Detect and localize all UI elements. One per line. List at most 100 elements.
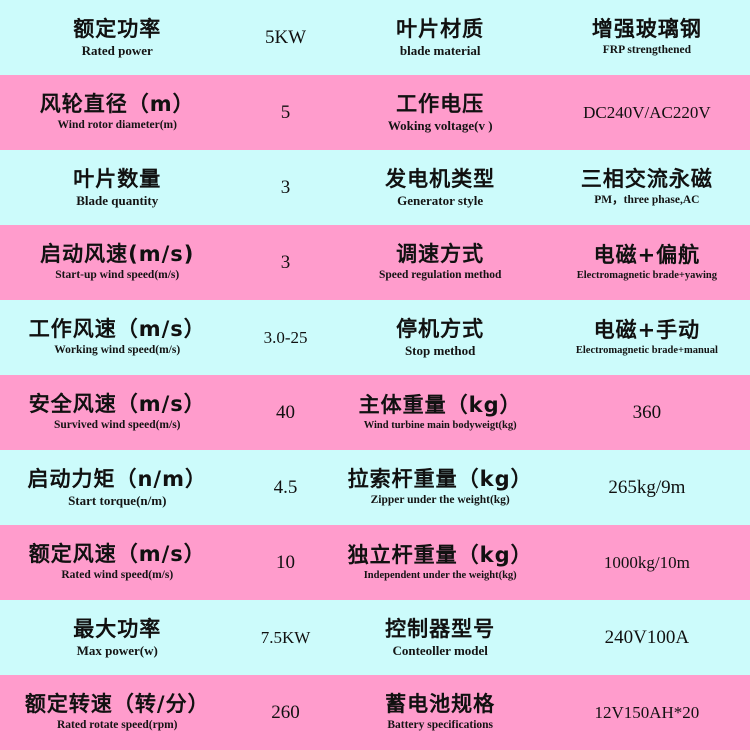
parameter-label-en: blade material <box>399 42 481 58</box>
parameter-name-cell-right: 叶片材质 blade material <box>336 0 544 75</box>
parameter-name-cell-left: 额定转速（转/分） Rated rotate speed(rpm) <box>0 675 235 750</box>
parameter-value-cell-right: 360 <box>543 375 750 450</box>
parameter-name-cell-left: 额定风速（m/s） Rated wind speed(m/s) <box>0 525 235 600</box>
parameter-value-right: 360 <box>632 401 662 423</box>
table-row: 风轮直径（m） Wind rotor diameter(m) 5 工作电压 Woking… <box>0 75 750 150</box>
table-row: 叶片数量 Blade quantity 3 发电机类型 Generator style 三… <box>0 150 750 225</box>
parameter-value-right: PM，three phase,AC <box>594 194 700 207</box>
parameter-name-cell-right: 发电机类型 Generator style <box>336 150 544 225</box>
parameter-label-en: Rated wind speed(m/s) <box>61 569 174 582</box>
parameter-value-left: 260 <box>271 701 300 723</box>
parameter-value-cell-right: 12V150AH*20 <box>543 675 750 750</box>
parameter-label-cn: 额定功率 <box>73 16 162 41</box>
parameter-value-cell-right: 265kg/9m <box>543 450 750 525</box>
parameter-value-left: 3 <box>280 251 291 273</box>
parameter-label-en: Blade quantity <box>76 192 159 208</box>
parameter-value-cell-right: 三相交流永磁 PM，three phase,AC <box>543 150 750 225</box>
parameter-value-left: 5KW <box>264 26 307 48</box>
parameter-value-left: 3.0-25 <box>263 327 308 347</box>
parameter-label-en: Stop method <box>404 342 476 358</box>
parameter-label-en: Woking voltage(v ) <box>387 117 493 133</box>
parameter-label-cn: 拉索杆重量（kg） <box>347 467 533 492</box>
parameter-label-en: Conteoller model <box>392 642 488 658</box>
parameter-value-left: 7.5KW <box>260 627 311 647</box>
parameter-label-en: Zipper under the weight(kg) <box>370 494 510 507</box>
parameter-value-right: 240V100A <box>604 626 690 648</box>
parameter-label-en: Generator style <box>397 192 484 208</box>
parameter-label-en: Independent under the weight(kg) <box>363 570 517 582</box>
parameter-label-cn: 叶片材质 <box>396 16 485 41</box>
parameter-value-cell-left: 3 <box>234 150 337 225</box>
parameter-label-cn: 主体重量（kg） <box>358 392 522 417</box>
parameter-label-cn: 停机方式 <box>396 316 485 341</box>
parameter-value-cell-left: 7.5KW <box>234 600 337 675</box>
parameter-name-cell-left: 启动力矩（n/m） Start torque(n/m) <box>0 450 235 525</box>
parameter-value-cell-right: 电磁+偏航 Electromagnetic brade+yawing <box>543 225 750 300</box>
parameter-value-right: Electromagnetic brade+manual <box>575 345 718 357</box>
parameter-value-right: 265kg/9m <box>608 476 686 498</box>
parameter-value-cell-left: 5 <box>234 75 337 150</box>
parameter-name-cell-right: 主体重量（kg） Wind turbine main bodyweigt(kg) <box>336 375 544 450</box>
parameter-label-en: Speed regulation method <box>378 269 502 282</box>
parameter-value-left: 5 <box>280 101 291 123</box>
parameter-label-cn: 调速方式 <box>396 242 485 267</box>
parameter-label-cn: 工作电压 <box>396 91 485 116</box>
parameter-label-cn: 风轮直径（m） <box>39 92 195 117</box>
parameter-label-cn: 独立杆重量（kg） <box>347 542 533 567</box>
parameter-name-cell-right: 控制器型号 Conteoller model <box>336 600 544 675</box>
parameter-value-cell-left: 5KW <box>234 0 337 75</box>
parameter-label-cn: 蓄电池规格 <box>385 692 496 717</box>
parameter-label-en: Survived wind speed(m/s) <box>53 419 181 432</box>
parameter-name-cell-left: 工作风速（m/s） Working wind speed(m/s) <box>0 300 235 375</box>
parameter-label-en: Start-up wind speed(m/s) <box>55 269 180 282</box>
table-row: 最大功率 Max power(w) 7.5KW 控制器型号 Conteoller mod… <box>0 600 750 675</box>
parameter-name-cell-right: 独立杆重量（kg） Independent under the weight(kg… <box>336 525 544 600</box>
parameter-value-cn: 三相交流永磁 <box>580 167 713 192</box>
parameter-label-en: Wind turbine main bodyweigt(kg) <box>363 420 517 432</box>
parameter-label-cn: 发电机类型 <box>385 166 496 191</box>
parameter-name-cell-left: 最大功率 Max power(w) <box>0 600 235 675</box>
parameter-value-cell-right: 电磁+手动 Electromagnetic brade+manual <box>543 300 750 375</box>
parameter-name-cell-left: 风轮直径（m） Wind rotor diameter(m) <box>0 75 235 150</box>
parameter-name-cell-right: 调速方式 Speed regulation method <box>336 225 544 300</box>
parameter-value-left: 4.5 <box>273 476 298 498</box>
parameter-value-cell-left: 10 <box>234 525 337 600</box>
parameter-label-cn: 控制器型号 <box>385 616 496 641</box>
table-row: 启动风速(m/s) Start-up wind speed(m/s) 3 调速方式 Sp… <box>0 225 750 300</box>
parameter-label-cn: 叶片数量 <box>73 166 162 191</box>
parameter-value-cell-right: 1000kg/10m <box>543 525 750 600</box>
parameter-value-cn: 增强玻璃钢 <box>591 17 702 42</box>
parameter-label-en: Start torque(n/m) <box>68 492 167 508</box>
parameter-label-en: Working wind speed(m/s) <box>54 344 181 357</box>
parameter-label-cn: 最大功率 <box>73 616 162 641</box>
parameter-name-cell-right: 停机方式 Stop method <box>336 300 544 375</box>
parameter-value-cell-right: 240V100A <box>543 600 750 675</box>
parameter-label-en: Wind rotor diameter(m) <box>57 119 177 132</box>
parameter-label-cn: 启动风速(m/s) <box>40 242 195 267</box>
parameter-value-cn: 电磁+偏航 <box>593 242 701 267</box>
parameter-name-cell-left: 启动风速(m/s) Start-up wind speed(m/s) <box>0 225 235 300</box>
parameter-value-left: 3 <box>280 176 291 198</box>
parameter-label-en: Rated power <box>81 42 153 58</box>
parameter-value-cell-left: 4.5 <box>234 450 337 525</box>
parameter-value-left: 10 <box>276 551 296 573</box>
parameter-value-cn: 电磁+手动 <box>593 317 701 342</box>
table-row: 工作风速（m/s） Working wind speed(m/s) 3.0-25 停机… <box>0 300 750 375</box>
parameter-name-cell-right: 蓄电池规格 Battery specifications <box>336 675 544 750</box>
parameter-name-cell-right: 拉索杆重量（kg） Zipper under the weight(kg) <box>336 450 544 525</box>
parameter-value-cell-left: 260 <box>234 675 337 750</box>
parameter-label-cn: 安全风速（m/s） <box>28 392 206 417</box>
parameter-value-cell-left: 3.0-25 <box>234 300 337 375</box>
parameter-value-right: 1000kg/10m <box>603 552 690 572</box>
parameter-value-left: 40 <box>276 401 296 423</box>
parameter-value-right: 12V150AH*20 <box>594 702 700 722</box>
table-row: 启动力矩（n/m） Start torque(n/m) 4.5 拉索杆重量（kg） Zi… <box>0 450 750 525</box>
table-row: 额定转速（转/分） Rated rotate speed(rpm) 260 蓄电池规格… <box>0 675 750 750</box>
parameter-label-cn: 额定风速（m/s） <box>28 542 206 567</box>
parameter-name-cell-left: 额定功率 Rated power <box>0 0 235 75</box>
parameter-label-en: Battery specifications <box>387 719 494 732</box>
table-row: 安全风速（m/s） Survived wind speed(m/s) 40 主体重量（… <box>0 375 750 450</box>
parameter-label-en: Max power(w) <box>76 642 158 658</box>
